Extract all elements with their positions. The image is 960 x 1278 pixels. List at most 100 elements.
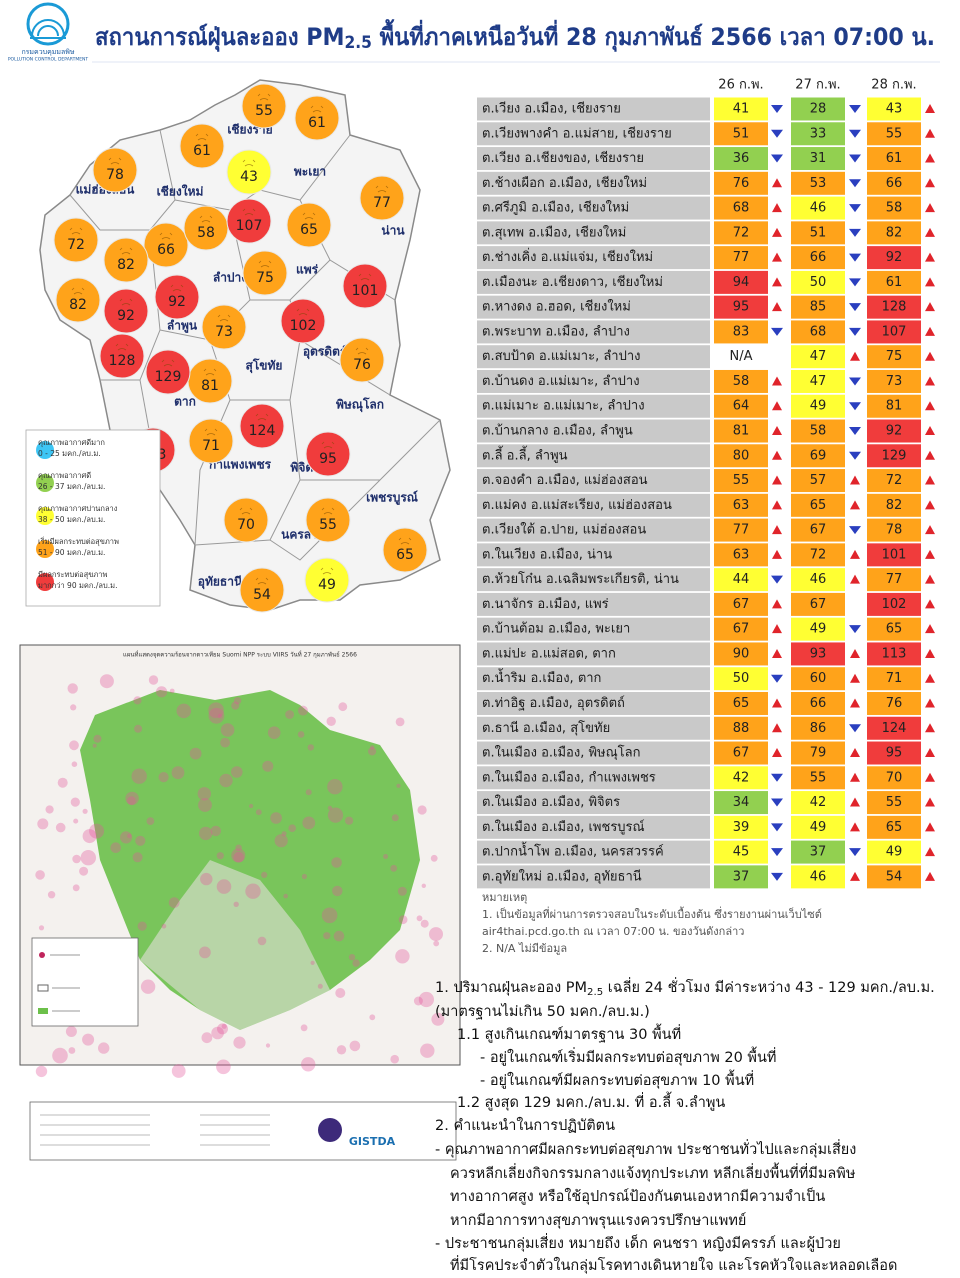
- bubble-value: 75: [256, 270, 274, 286]
- hotspot: [37, 818, 49, 830]
- station-bubble: [359, 175, 405, 221]
- value-cell: [791, 147, 845, 171]
- value-cell: [867, 246, 921, 270]
- value: 67: [733, 622, 750, 637]
- trend-up: [925, 326, 935, 336]
- province-label: เชียงใหม่: [157, 184, 204, 199]
- trend-up: [772, 277, 782, 287]
- hotspot: [82, 829, 97, 844]
- value-cell: [867, 543, 921, 567]
- station-cell: [477, 667, 710, 691]
- station-cell: [477, 791, 710, 815]
- bubble-face: [119, 298, 133, 306]
- value-cell: [791, 493, 845, 517]
- station-bubble: [226, 149, 272, 195]
- value-cell: [867, 716, 921, 740]
- hotspot: [99, 674, 114, 689]
- trend-up: [925, 153, 935, 163]
- hotspot: [161, 923, 167, 929]
- hotspot: [176, 703, 192, 719]
- value-cell: [791, 543, 845, 567]
- value-cell: [867, 419, 921, 443]
- hotspot: [198, 798, 212, 812]
- trend-up: [772, 500, 782, 510]
- station-bubble: [239, 567, 285, 613]
- trend-up: [925, 673, 935, 683]
- hotspot: [231, 766, 243, 778]
- trend-up: [850, 748, 860, 758]
- hotspot: [421, 883, 426, 888]
- hotspot: [45, 805, 54, 814]
- province-label: แพร่: [296, 263, 319, 277]
- value: 77: [733, 250, 750, 265]
- trend-up: [850, 574, 860, 584]
- station-cell: [477, 320, 710, 344]
- hotspot: [221, 1023, 227, 1029]
- hotspot: [233, 697, 242, 705]
- value: 58: [810, 424, 827, 439]
- value: 55: [733, 473, 750, 488]
- trend-up: [850, 797, 860, 807]
- station-cell: [477, 394, 710, 418]
- trend-up: [925, 351, 935, 361]
- value: 51: [810, 225, 827, 240]
- value: 101: [882, 547, 907, 562]
- value-cell: [714, 791, 768, 815]
- hotspot: [301, 1057, 316, 1072]
- station-bubble: [53, 217, 99, 263]
- value: 39: [733, 820, 750, 835]
- trend-up: [772, 203, 782, 213]
- value: 53: [810, 176, 827, 191]
- value-cell: [791, 840, 845, 864]
- value-cell: [791, 122, 845, 146]
- hotspot: [171, 1064, 186, 1078]
- value: 72: [886, 473, 903, 488]
- value: 31: [810, 151, 827, 166]
- hotspot: [231, 848, 246, 863]
- summary-line: - อยู่ในเกณฑ์มีผลกระทบต่อสุขภาพ 10 พื้นท…: [480, 1069, 754, 1089]
- station-name: ต.ช้างเผือก อ.เมือง, เชียงใหม่: [482, 175, 647, 191]
- bubble-value: 107: [236, 218, 263, 234]
- value-cell: [714, 295, 768, 319]
- hotspot: [310, 960, 315, 966]
- station-name: ต.ในเมือง อ.เมือง, เพชรบูรณ์: [482, 819, 645, 835]
- station-cell: [477, 469, 710, 493]
- value: 49: [810, 399, 827, 414]
- trend-up: [772, 723, 782, 733]
- hotspot: [68, 1047, 76, 1054]
- trend-up: [925, 227, 935, 237]
- value: 75: [886, 349, 903, 364]
- hotspot: [396, 783, 401, 788]
- summary-line: - อยู่ในเกณฑ์เริ่มมีผลกระทบต่อสุขภาพ 20 …: [480, 1046, 776, 1066]
- value: 44: [733, 572, 750, 587]
- value: 61: [886, 275, 903, 290]
- province-label: น่าน: [381, 224, 405, 238]
- bubble-face: [257, 93, 271, 101]
- trend-up: [772, 450, 782, 460]
- hotspot: [331, 857, 342, 868]
- station-cell: [477, 369, 710, 393]
- trend-down: [771, 129, 783, 138]
- bubble-value: 81: [201, 378, 219, 394]
- province-label: อุทัยธานี: [198, 575, 243, 590]
- hotspot: [398, 915, 408, 925]
- value-cell: [867, 394, 921, 418]
- hotspot: [127, 796, 136, 805]
- value-cell: [867, 840, 921, 864]
- bubble-face: [355, 347, 369, 355]
- hotspot: [265, 1043, 271, 1048]
- station-bubble: [223, 497, 269, 543]
- trend-down: [849, 179, 861, 188]
- trend-up: [925, 475, 935, 485]
- bubble-face: [321, 441, 335, 449]
- hotspot: [338, 702, 348, 712]
- value: 51: [733, 126, 750, 141]
- province-label: อุตรดิตถ์: [303, 345, 347, 360]
- trend-down: [849, 303, 861, 312]
- hotspot: [233, 901, 239, 907]
- hotspot: [132, 852, 143, 863]
- value: 42: [810, 795, 827, 810]
- value: 95: [886, 746, 903, 761]
